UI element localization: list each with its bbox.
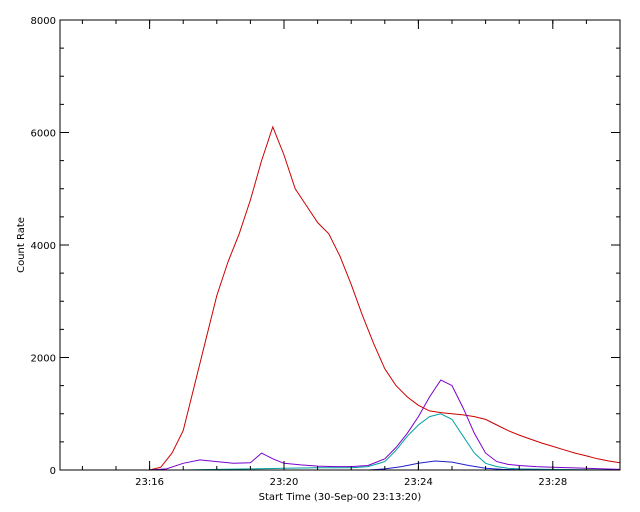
- plot-frame: [59, 19, 621, 471]
- x-tick-label: 23:24: [404, 477, 433, 488]
- plot-area: [60, 125, 621, 471]
- y-axis-title: Count Rate: [16, 217, 27, 273]
- series-line-1: [60, 125, 621, 471]
- x-tick-label: 23:28: [538, 477, 567, 488]
- y-axis: 0 2000 4000 6000 8000: [31, 16, 620, 477]
- y-tick-label: 6000: [31, 129, 56, 140]
- x-tick-label: 23:16: [135, 477, 164, 488]
- x-axis: 23:16 23:20 23:24 23:28: [81, 20, 621, 488]
- y-tick-label: 4000: [31, 241, 56, 252]
- x-axis-title: Start Time (30-Sep-00 23:13:20): [259, 492, 422, 503]
- y-tick-label: 0: [50, 466, 56, 477]
- y-tick-label: 2000: [31, 354, 56, 365]
- y-tick-label: 8000: [31, 16, 56, 27]
- series-line-2: [60, 379, 621, 471]
- series-line-3: [60, 413, 621, 471]
- x-tick-label: 23:20: [270, 477, 299, 488]
